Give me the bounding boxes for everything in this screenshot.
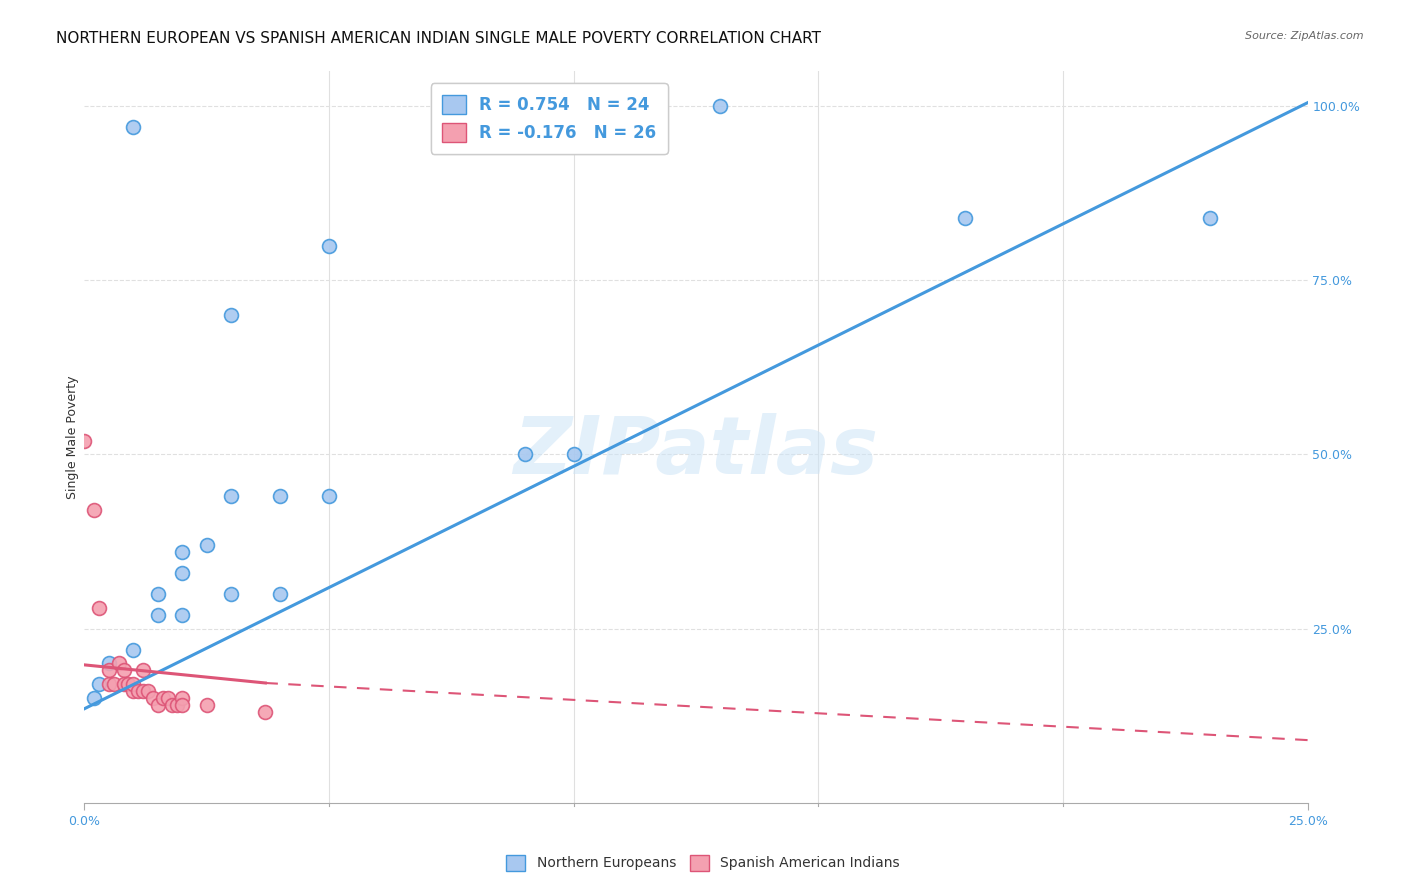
Point [132,664,155,678]
Point [136,684,159,698]
Point [127,684,149,698]
Point [254,705,277,719]
Point [156,691,179,706]
Text: Source: ZipAtlas.com: Source: ZipAtlas.com [1246,31,1364,41]
Point [513,448,536,462]
Point [87,600,110,615]
Point [117,677,139,691]
Point [112,677,135,691]
Point [107,657,129,671]
Point [953,211,976,225]
Legend: Northern Europeans, Spanish American Indians: Northern Europeans, Spanish American Ind… [501,849,905,876]
Y-axis label: Single Male Poverty: Single Male Poverty [66,376,79,499]
Legend: R = 0.754   N = 24, R = -0.176   N = 26: R = 0.754 N = 24, R = -0.176 N = 26 [430,83,668,153]
Point [318,238,340,252]
Point [195,538,218,552]
Point [166,698,188,713]
Point [97,677,120,691]
Point [709,99,731,113]
Point [269,489,291,503]
Point [146,607,169,622]
Point [83,691,105,706]
Point [146,587,169,601]
Point [269,587,291,601]
Point [146,698,169,713]
Point [103,677,125,691]
Point [122,677,145,691]
Point [122,120,145,134]
Point [97,657,120,671]
Point [97,664,120,678]
Point [83,503,105,517]
Point [132,684,155,698]
Point [142,691,165,706]
Point [87,677,110,691]
Point [172,607,194,622]
Text: ZIPatlas: ZIPatlas [513,413,879,491]
Point [122,684,145,698]
Point [172,691,194,706]
Point [152,691,174,706]
Point [162,698,184,713]
Point [562,448,585,462]
Point [195,698,218,713]
Point [219,587,242,601]
Point [219,489,242,503]
Point [219,308,242,322]
Point [112,664,135,678]
Point [172,545,194,559]
Point [122,642,145,657]
Point [172,566,194,580]
Point [1198,211,1220,225]
Point [73,434,96,448]
Point [612,99,634,113]
Text: NORTHERN EUROPEAN VS SPANISH AMERICAN INDIAN SINGLE MALE POVERTY CORRELATION CHA: NORTHERN EUROPEAN VS SPANISH AMERICAN IN… [56,31,821,46]
Point [318,489,340,503]
Point [172,698,194,713]
